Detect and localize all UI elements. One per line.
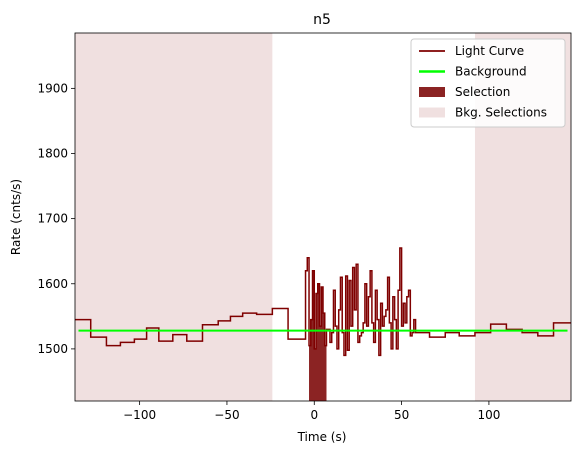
x-tick-label: 100	[477, 408, 500, 422]
legend-label: Background	[455, 65, 527, 79]
x-tick-label: −100	[123, 408, 156, 422]
legend-box	[410, 38, 566, 128]
x-tick-label: −50	[214, 408, 239, 422]
x-tick-label: 0	[310, 408, 318, 422]
y-axis: 1500 1600 1700 1800 1900	[37, 81, 75, 356]
legend: Light Curve Background Selection Bkg. Selec…	[410, 38, 566, 128]
x-axis: −100 −50 0 50 100	[123, 401, 500, 422]
bkg-selection-region-0	[75, 33, 273, 401]
light-curve-line	[75, 247, 571, 357]
chart-title: n5	[313, 12, 331, 28]
y-tick-label: 1600	[37, 277, 68, 291]
legend-swatch-bkg-selections	[419, 107, 445, 118]
y-tick-label: 1500	[37, 342, 68, 356]
y-axis-label: Rate (cnts/s)	[9, 179, 23, 255]
x-axis-label: Time (s)	[297, 430, 347, 444]
plot-frame	[74, 32, 572, 402]
y-tick-label: 1900	[37, 81, 68, 95]
legend-label: Light Curve	[455, 44, 524, 58]
selection-region	[309, 270, 327, 401]
x-tick-label: 50	[394, 408, 409, 422]
legend-label: Selection	[455, 85, 510, 99]
legend-swatch-selection	[419, 87, 445, 97]
legend-label: Bkg. Selections	[455, 106, 547, 120]
y-tick-label: 1700	[37, 212, 68, 226]
y-tick-label: 1800	[37, 146, 68, 160]
